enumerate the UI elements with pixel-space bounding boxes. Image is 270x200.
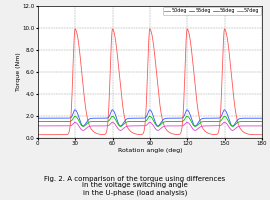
56deg: [36, 120, 39, 123]
55deg: [84, 122, 87, 124]
50deg: [176, 133, 179, 136]
Line: 50deg: 50deg: [38, 29, 262, 135]
Y-axis label: Torque (Nm): Torque (Nm): [16, 53, 21, 91]
50deg: [84, 108, 87, 110]
Line: 55deg: 55deg: [38, 110, 262, 126]
Line: 56deg: 56deg: [38, 116, 262, 126]
57deg: [119, 129, 122, 132]
55deg: [36, 117, 39, 119]
57deg: [239, 125, 242, 127]
56deg: [176, 120, 179, 123]
55deg: [172, 117, 175, 119]
Line: 57deg: 57deg: [38, 122, 262, 130]
57deg: [84, 128, 87, 130]
50deg: [185, 28, 189, 30]
56deg: [99, 120, 102, 123]
55deg: [239, 117, 242, 120]
50deg: [239, 128, 242, 130]
55deg: [223, 109, 226, 111]
56deg: [84, 123, 87, 126]
X-axis label: Rotation angle (deg): Rotation angle (deg): [118, 148, 182, 153]
57deg: [36, 125, 39, 127]
50deg: [260, 133, 264, 136]
57deg: [176, 125, 179, 127]
57deg: [73, 121, 77, 124]
Legend: 50deg, 55deg, 56deg, 57deg: 50deg, 55deg, 56deg, 57deg: [163, 7, 261, 15]
55deg: [260, 117, 264, 119]
57deg: [260, 125, 264, 127]
50deg: [99, 133, 102, 136]
55deg: [99, 117, 102, 119]
56deg: [231, 125, 234, 128]
50deg: [36, 134, 39, 136]
56deg: [239, 120, 242, 123]
55deg: [176, 117, 179, 119]
57deg: [172, 125, 175, 127]
50deg: [260, 133, 264, 136]
Text: Fig. 2. A comparison of the torque using differences
in the voltage switching an: Fig. 2. A comparison of the torque using…: [44, 176, 226, 196]
57deg: [260, 125, 264, 127]
56deg: [223, 115, 226, 117]
55deg: [231, 125, 234, 127]
57deg: [99, 125, 102, 127]
56deg: [172, 120, 175, 123]
55deg: [260, 117, 264, 119]
56deg: [260, 120, 264, 123]
56deg: [260, 120, 264, 123]
50deg: [172, 133, 175, 135]
